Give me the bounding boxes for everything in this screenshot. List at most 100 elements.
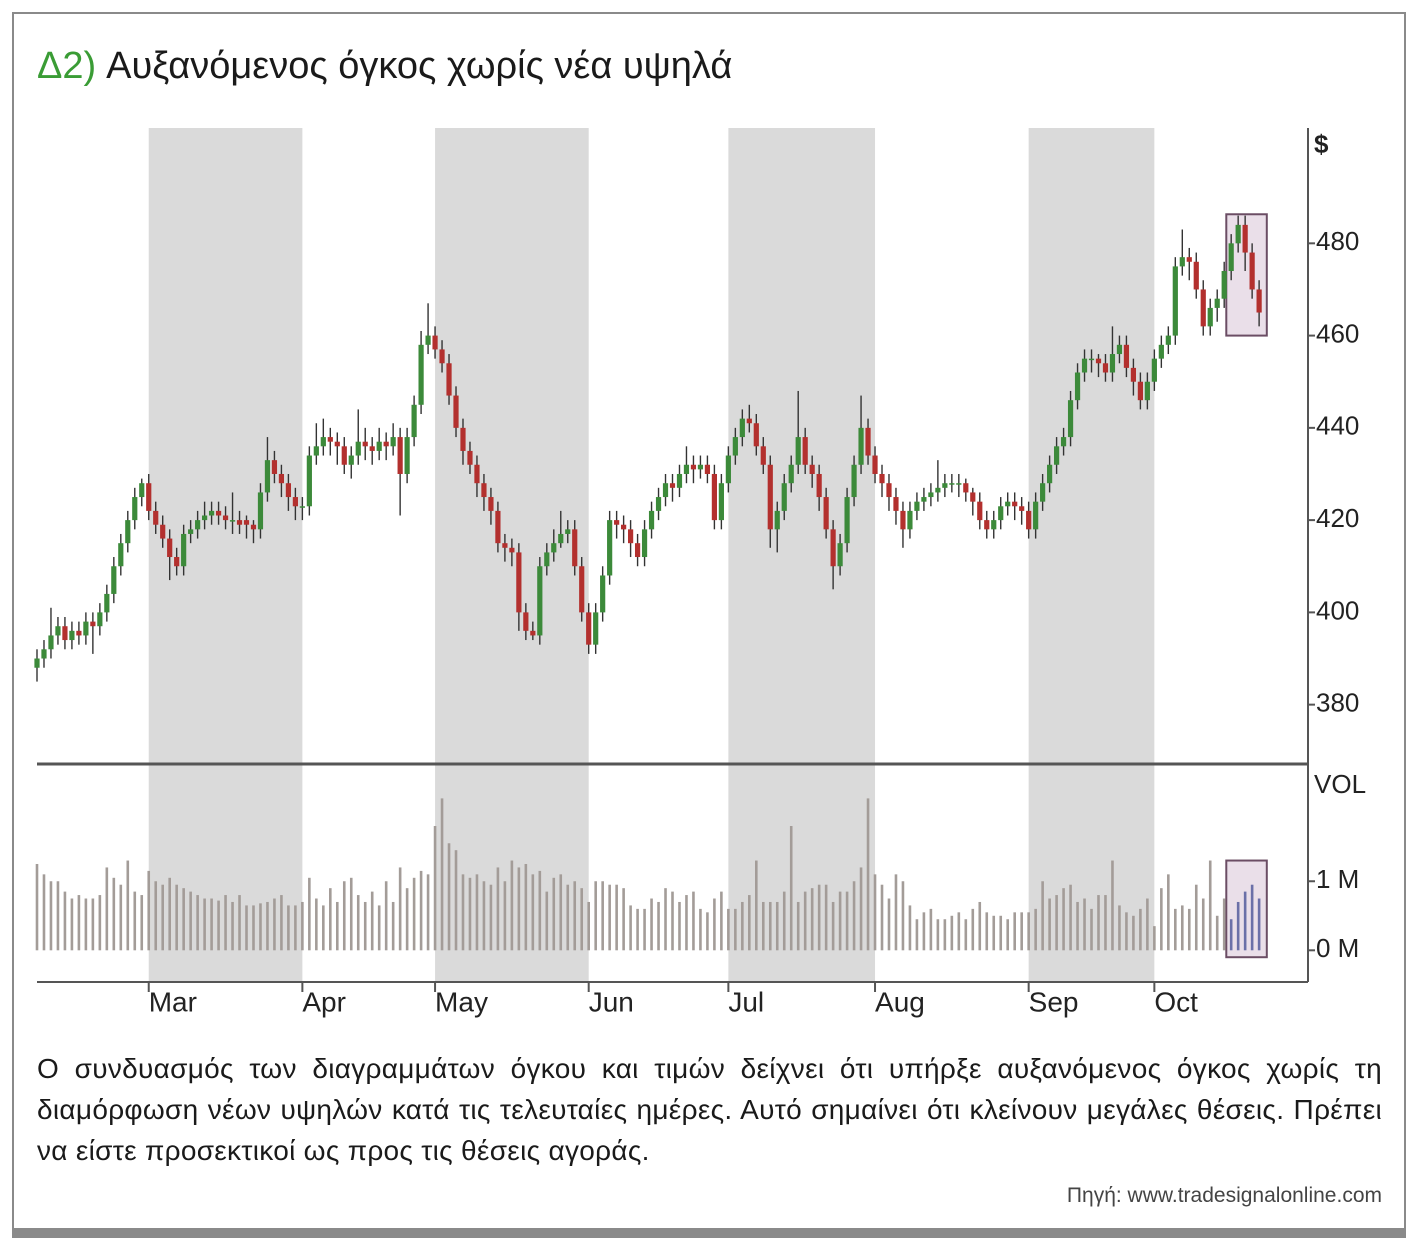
volume-bar bbox=[671, 891, 674, 951]
volume-bar bbox=[1146, 898, 1149, 951]
volume-bar bbox=[84, 898, 88, 951]
candle-body bbox=[655, 497, 662, 511]
volume-bar bbox=[929, 908, 933, 951]
candle-body bbox=[1012, 501, 1018, 507]
volume-bar bbox=[1174, 908, 1177, 951]
candle-body bbox=[481, 483, 487, 498]
candle-body bbox=[977, 501, 983, 521]
candle-body bbox=[718, 483, 724, 521]
volume-bar bbox=[461, 874, 465, 951]
candle-body bbox=[760, 446, 766, 465]
chart: Δ2) Αυξανόμενος όγκος χωρίς νέα υψηλά $ VO… bbox=[34, 45, 1366, 1017]
candle-body bbox=[153, 510, 159, 525]
volume-bar bbox=[1139, 908, 1142, 951]
candle-body bbox=[167, 538, 173, 558]
volume-bar bbox=[908, 905, 912, 951]
volume-bar bbox=[964, 919, 968, 951]
candle-body bbox=[299, 506, 305, 508]
candle-body bbox=[949, 483, 955, 485]
volume-bar bbox=[489, 884, 493, 951]
candle-body bbox=[446, 363, 452, 396]
volume-bar bbox=[1243, 891, 1247, 951]
candle-body bbox=[1137, 381, 1143, 401]
volume-bar bbox=[755, 860, 758, 951]
candle-body bbox=[711, 473, 718, 521]
candle-body bbox=[942, 483, 948, 488]
volume-bar bbox=[699, 908, 702, 951]
volume-bar bbox=[971, 908, 975, 951]
volume-bar bbox=[412, 877, 416, 951]
volume-bar bbox=[887, 898, 891, 951]
candle-body bbox=[34, 658, 40, 668]
volume-bar bbox=[678, 901, 681, 951]
candle-body bbox=[348, 455, 354, 465]
candle-body bbox=[257, 492, 264, 530]
volume-bar bbox=[91, 898, 95, 951]
volume-bar bbox=[761, 901, 765, 951]
x-tick-label: Jun bbox=[589, 986, 634, 1017]
volume-bar bbox=[510, 860, 514, 951]
candle-body bbox=[907, 510, 913, 530]
candle-body bbox=[1040, 483, 1046, 502]
candle-body bbox=[202, 515, 208, 521]
volume-bar bbox=[308, 877, 311, 951]
volume-tick-label: 0 M bbox=[1316, 933, 1359, 963]
candle-body bbox=[411, 404, 417, 438]
volume-bar bbox=[727, 908, 730, 951]
candle-body bbox=[1200, 289, 1206, 327]
candle-body bbox=[830, 529, 836, 567]
candle-body bbox=[439, 349, 445, 364]
volume-bar bbox=[775, 901, 779, 951]
candle-body bbox=[1228, 243, 1234, 272]
volume-bar bbox=[817, 884, 821, 951]
candle-body bbox=[802, 437, 808, 465]
candle-body bbox=[732, 437, 738, 456]
candle-body bbox=[502, 543, 508, 548]
volume-bar bbox=[943, 919, 947, 951]
volume-bar bbox=[1006, 919, 1010, 951]
volume-axis-label: VOL bbox=[1314, 769, 1366, 799]
volume-bar bbox=[356, 895, 360, 951]
volume-bar bbox=[999, 915, 1003, 951]
volume-bar bbox=[1041, 881, 1044, 951]
candle-body bbox=[851, 464, 857, 498]
volume-bar bbox=[1090, 908, 1093, 951]
candle-body bbox=[1081, 358, 1088, 373]
volume-bar bbox=[720, 891, 723, 951]
candle-body bbox=[704, 464, 711, 474]
volume-bar bbox=[866, 798, 870, 951]
candle-body bbox=[1158, 344, 1164, 359]
volume-bar bbox=[468, 877, 472, 951]
volume-bar bbox=[1020, 912, 1023, 951]
candle-body bbox=[1047, 464, 1053, 484]
volume-bar bbox=[126, 860, 130, 951]
candle-body bbox=[746, 418, 752, 424]
candle-body bbox=[530, 630, 536, 636]
volume-bar bbox=[315, 898, 318, 951]
candle-body bbox=[1095, 358, 1102, 364]
volume-bar bbox=[552, 877, 556, 951]
candle-body bbox=[1033, 501, 1039, 530]
volume-bar bbox=[873, 874, 877, 951]
candle-body bbox=[1256, 289, 1262, 313]
volume-bar bbox=[377, 905, 381, 951]
candle-body bbox=[76, 630, 82, 636]
volume-bar bbox=[398, 867, 402, 951]
candle-body bbox=[914, 501, 920, 511]
volume-bar bbox=[1097, 895, 1100, 951]
volume-bar bbox=[936, 919, 940, 951]
candle-body bbox=[41, 649, 47, 659]
candle-body bbox=[1123, 344, 1130, 368]
volume-bar bbox=[713, 898, 716, 951]
volume-bar bbox=[273, 898, 276, 951]
candle-body bbox=[229, 520, 236, 522]
title-text: Αυξανόμενος όγκος χωρίς νέα υψηλά bbox=[106, 45, 732, 87]
candle-body bbox=[320, 437, 326, 447]
volume-bar bbox=[384, 881, 388, 951]
volume-bar bbox=[782, 891, 786, 951]
candle-body bbox=[984, 520, 990, 530]
volume-bar bbox=[1104, 895, 1107, 951]
volume-bar bbox=[161, 884, 165, 951]
candle-body bbox=[935, 487, 941, 493]
candle-body bbox=[181, 533, 187, 567]
